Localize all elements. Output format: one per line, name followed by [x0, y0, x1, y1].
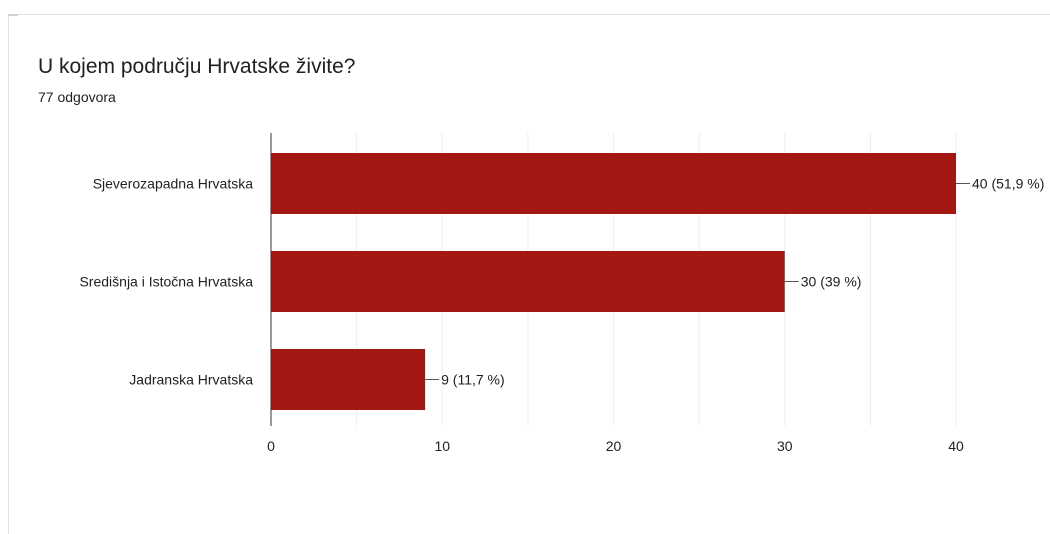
bar-chart: 0 10 20 30 40 40 (51,9 %) Sjeverozapadna Hrva…	[79, 133, 1044, 454]
x-tick-label: 0	[267, 438, 275, 454]
card-corner-accent	[8, 14, 18, 16]
data-label: 40 (51,9 %)	[972, 176, 1044, 192]
labels: 40 (51,9 %) Sjeverozapadna Hrvatska 30 (39…	[79, 176, 1044, 388]
x-tick-label: 20	[606, 438, 622, 454]
x-tick-label: 30	[777, 438, 793, 454]
data-label: 9 (11,7 %)	[441, 372, 505, 388]
x-tick-label: 40	[948, 438, 964, 454]
category-label: Središnja i Istočna Hrvatska	[79, 274, 253, 290]
bar	[271, 153, 956, 214]
data-label: 30 (39 %)	[801, 274, 862, 290]
response-count: 77 odgovora	[38, 89, 116, 105]
category-label: Sjeverozapadna Hrvatska	[93, 176, 254, 192]
x-tick-label: 10	[434, 438, 450, 454]
bar	[271, 251, 785, 312]
bar	[271, 349, 426, 410]
axes: 0 10 20 30 40	[267, 133, 964, 454]
category-label: Jadranska Hrvatska	[129, 372, 253, 388]
bars	[271, 153, 956, 410]
question-title: U kojem području Hrvatske živite?	[38, 55, 356, 78]
